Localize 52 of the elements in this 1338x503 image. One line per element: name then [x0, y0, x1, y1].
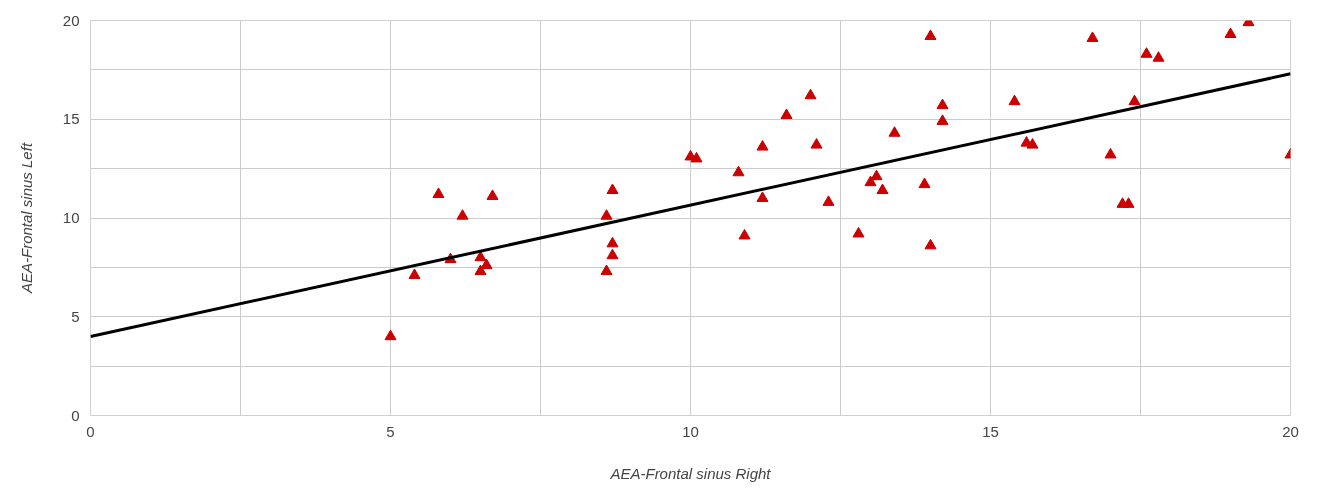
point [780, 108, 793, 119]
point [456, 209, 469, 220]
point [408, 268, 421, 279]
y-tick-label: 0 [71, 406, 80, 424]
point [606, 248, 619, 260]
point [1224, 27, 1237, 38]
point [600, 264, 613, 275]
y-tick-label: 5 [71, 307, 80, 325]
point [936, 98, 949, 110]
point [1122, 197, 1135, 208]
point [756, 191, 769, 202]
point [804, 88, 817, 100]
x-tick-label: 5 [386, 422, 395, 440]
point [606, 236, 619, 248]
point [1026, 138, 1039, 149]
point [606, 183, 619, 195]
point [852, 226, 865, 238]
point [924, 238, 937, 250]
point [810, 138, 823, 149]
x-axis-title: AEA-Frontal sinus Right [609, 464, 772, 482]
point [480, 258, 493, 270]
point [936, 114, 949, 125]
x-tick-label: 0 [86, 422, 95, 440]
point [1152, 51, 1165, 62]
point [384, 329, 397, 341]
point [738, 228, 751, 240]
point [924, 29, 937, 40]
point [432, 187, 445, 198]
point [1086, 31, 1099, 42]
point [732, 165, 745, 177]
point [600, 209, 613, 220]
point [486, 189, 499, 200]
x-tick-label: 20 [1282, 422, 1299, 440]
point [1008, 94, 1021, 106]
y-tick-label: 10 [62, 209, 80, 226]
point [756, 140, 769, 151]
y-axis-title: AEA-Frontal sinus Left [17, 142, 35, 295]
point [474, 264, 487, 275]
point [876, 183, 889, 195]
point [1104, 147, 1117, 159]
point [888, 126, 901, 137]
point [690, 151, 703, 163]
point [822, 195, 835, 206]
y-tick-label: 20 [62, 11, 80, 29]
point [1140, 47, 1153, 58]
x-tick-label: 10 [682, 422, 699, 440]
point [864, 175, 877, 187]
point [918, 177, 931, 189]
x-tick-label: 15 [982, 422, 999, 440]
point [870, 169, 883, 181]
point [1128, 94, 1141, 106]
y-tick-label: 15 [62, 110, 80, 128]
